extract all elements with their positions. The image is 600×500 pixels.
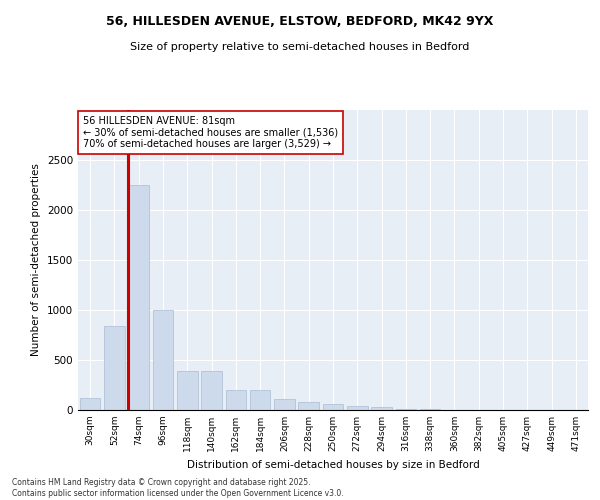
Bar	[128, 185, 149, 410]
Bar	[152, 310, 173, 410]
Bar	[395, 409, 416, 410]
Bar	[250, 390, 271, 410]
Bar	[298, 402, 319, 410]
Bar	[274, 399, 295, 410]
Bar	[347, 406, 368, 410]
Bar	[80, 398, 100, 410]
Bar	[420, 409, 440, 410]
Bar	[323, 404, 343, 410]
Bar	[104, 326, 125, 410]
Bar	[201, 371, 222, 410]
Bar	[371, 407, 392, 410]
Bar	[177, 371, 197, 410]
Bar	[226, 390, 246, 410]
Text: Contains HM Land Registry data © Crown copyright and database right 2025.
Contai: Contains HM Land Registry data © Crown c…	[12, 478, 344, 498]
Text: 56, HILLESDEN AVENUE, ELSTOW, BEDFORD, MK42 9YX: 56, HILLESDEN AVENUE, ELSTOW, BEDFORD, M…	[106, 15, 494, 28]
X-axis label: Distribution of semi-detached houses by size in Bedford: Distribution of semi-detached houses by …	[187, 460, 479, 469]
Text: Size of property relative to semi-detached houses in Bedford: Size of property relative to semi-detach…	[130, 42, 470, 52]
Y-axis label: Number of semi-detached properties: Number of semi-detached properties	[31, 164, 41, 356]
Text: 56 HILLESDEN AVENUE: 81sqm
← 30% of semi-detached houses are smaller (1,536)
70%: 56 HILLESDEN AVENUE: 81sqm ← 30% of semi…	[83, 116, 338, 149]
